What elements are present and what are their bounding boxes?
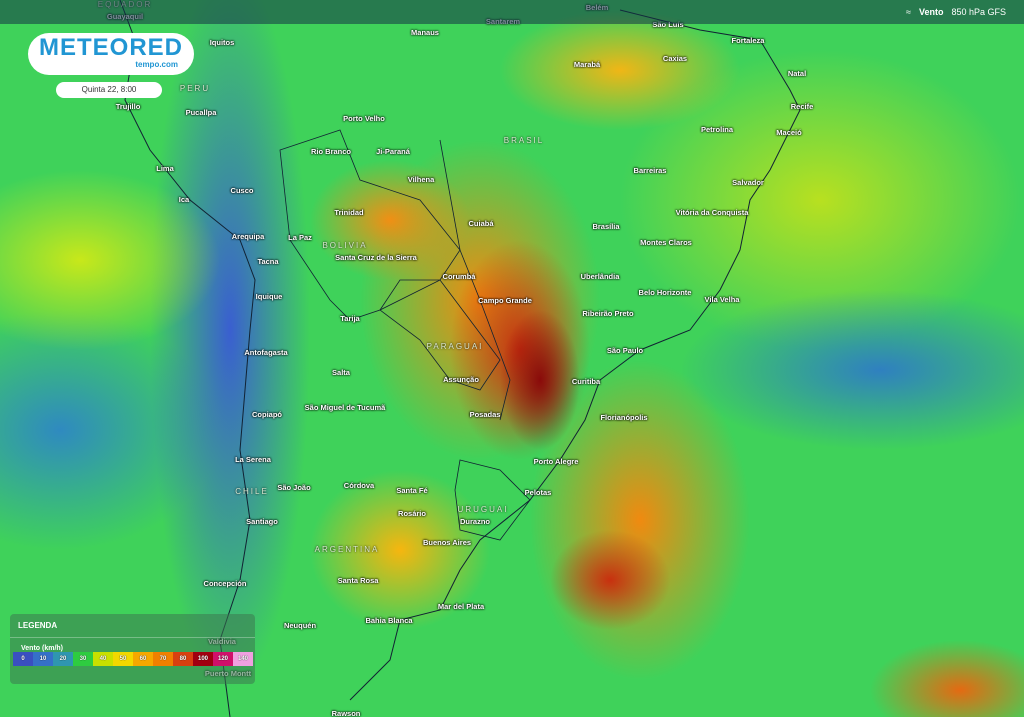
logo-sub: tempo.com [135, 60, 178, 69]
city-label: Cusco [230, 186, 254, 195]
city-label: Ribeirão Preto [582, 309, 634, 318]
scale-stop: 30 [73, 652, 93, 666]
scale-stop: 140 [233, 652, 253, 666]
layer-detail: 850 hPa GFS [951, 7, 1006, 17]
city-label: São João [277, 483, 311, 492]
city-label: Trinidad [334, 208, 364, 217]
city-label: Porto Alegre [533, 457, 579, 466]
city-label: Manaus [411, 28, 439, 37]
scale-stop: 10 [33, 652, 53, 666]
city-label: Recife [790, 102, 814, 111]
city-label: La Paz [288, 233, 312, 242]
city-label: Córdova [343, 481, 375, 490]
city-label: Vilhena [407, 175, 435, 184]
city-label: Lima [156, 164, 174, 173]
city-label: Rawson [331, 709, 361, 717]
legend-variable: Vento (km/h) [21, 645, 64, 652]
legend-panel: LEGENDA Vento (km/h) 0 10 20 30 40 50 60 70 80 10… [10, 614, 255, 684]
city-label: Ica [178, 195, 190, 204]
meteored-logo[interactable]: METEORED tempo.com [28, 33, 194, 75]
city-label: Concepción [203, 579, 247, 588]
date-time-selector[interactable]: Quinta 22, 8:00 [56, 82, 162, 98]
city-label: Santa Fé [396, 486, 428, 495]
city-label: Caxias [662, 54, 688, 63]
city-label: Salta [332, 368, 350, 377]
scale-stop: 80 [173, 652, 193, 666]
city-label: Iquique [255, 292, 283, 301]
city-label: Pelotas [524, 488, 552, 497]
city-label: Trujillo [115, 102, 141, 111]
city-label: Posadas [469, 410, 501, 419]
city-label: Rosário [398, 509, 426, 518]
city-label: Fortaleza [731, 36, 765, 45]
city-label: Antofagasta [244, 348, 288, 357]
layer-name: Vento [918, 7, 944, 17]
city-label: Copiapó [252, 410, 282, 419]
city-label: Buenos Aires [422, 538, 472, 547]
legend-title: LEGENDA [10, 614, 255, 638]
city-label: Santa Cruz de la Sierra [335, 253, 417, 262]
city-label: São Luís [652, 20, 684, 29]
city-label: Assunção [443, 375, 479, 384]
city-label: Corumbá [442, 272, 476, 281]
city-label: Campo Grande [478, 296, 532, 305]
city-label: Maceió [776, 128, 802, 137]
city-label: Curitiba [571, 377, 601, 386]
city-label: Cuiabá [468, 219, 494, 228]
city-label: Marabá [573, 60, 601, 69]
city-label: Tarija [340, 314, 360, 323]
scale-stop: 20 [53, 652, 73, 666]
city-label: Porto Velho [343, 114, 385, 123]
scale-stop: 0 [13, 652, 33, 666]
city-label: Iquitos [209, 38, 235, 47]
scale-stop: 70 [153, 652, 173, 666]
city-label: Rio Branco [310, 147, 352, 156]
city-label: Brasília [592, 222, 620, 231]
country-label: CHILE [235, 487, 269, 496]
scale-stop: 40 [93, 652, 113, 666]
city-label: Neuquén [283, 621, 317, 630]
city-label: Montes Claros [640, 238, 692, 247]
country-label: BOLIVIA [322, 241, 368, 250]
layer-indicator[interactable]: ≈ Vento 850 hPa GFS [906, 7, 1006, 17]
city-label: Florianópolis [600, 413, 648, 422]
scale-stop: 100 [193, 652, 213, 666]
city-label: Natal [787, 69, 807, 78]
wind-icon: ≈ [905, 7, 911, 17]
country-label: BRASIL [503, 136, 545, 145]
city-label: Arequipa [231, 232, 265, 241]
city-label: Uberlândia [580, 272, 620, 281]
city-label: São Miguel de Tucumã [304, 403, 386, 412]
country-label: ARGENTINA [314, 545, 380, 554]
logo-brand: METEORED [38, 34, 183, 61]
scale-stop: 50 [113, 652, 133, 666]
city-label: Barreiras [633, 166, 667, 175]
city-label: Santa Rosa [337, 576, 379, 585]
city-label: Santiago [246, 517, 278, 526]
city-label: Pucallpa [185, 108, 217, 117]
city-label: Mar del Plata [437, 602, 485, 611]
city-label: Petrolina [700, 125, 734, 134]
scale-stop: 120 [213, 652, 233, 666]
country-label: URUGUAI [457, 505, 509, 514]
city-label: São Paulo [606, 346, 644, 355]
country-label: PERU [179, 84, 211, 93]
scale-stop: 60 [133, 652, 153, 666]
color-scale: 0 10 20 30 40 50 60 70 80 100 120 140 [13, 652, 253, 666]
city-label: Bahia Blanca [365, 616, 413, 625]
city-label: Salvador [732, 178, 764, 187]
city-label: La Serena [235, 455, 271, 464]
city-label: Durazno [460, 517, 490, 526]
top-bar: ≈ Vento 850 hPa GFS [0, 0, 1024, 24]
country-label: PARAGUAI [426, 342, 484, 351]
city-label: Belo Horizonte [638, 288, 692, 297]
city-label: Vitória da Conquista [675, 208, 749, 217]
city-label: Vila Velha [704, 295, 740, 304]
city-label: Tacna [257, 257, 279, 266]
city-label: Ji-Paraná [376, 147, 410, 156]
